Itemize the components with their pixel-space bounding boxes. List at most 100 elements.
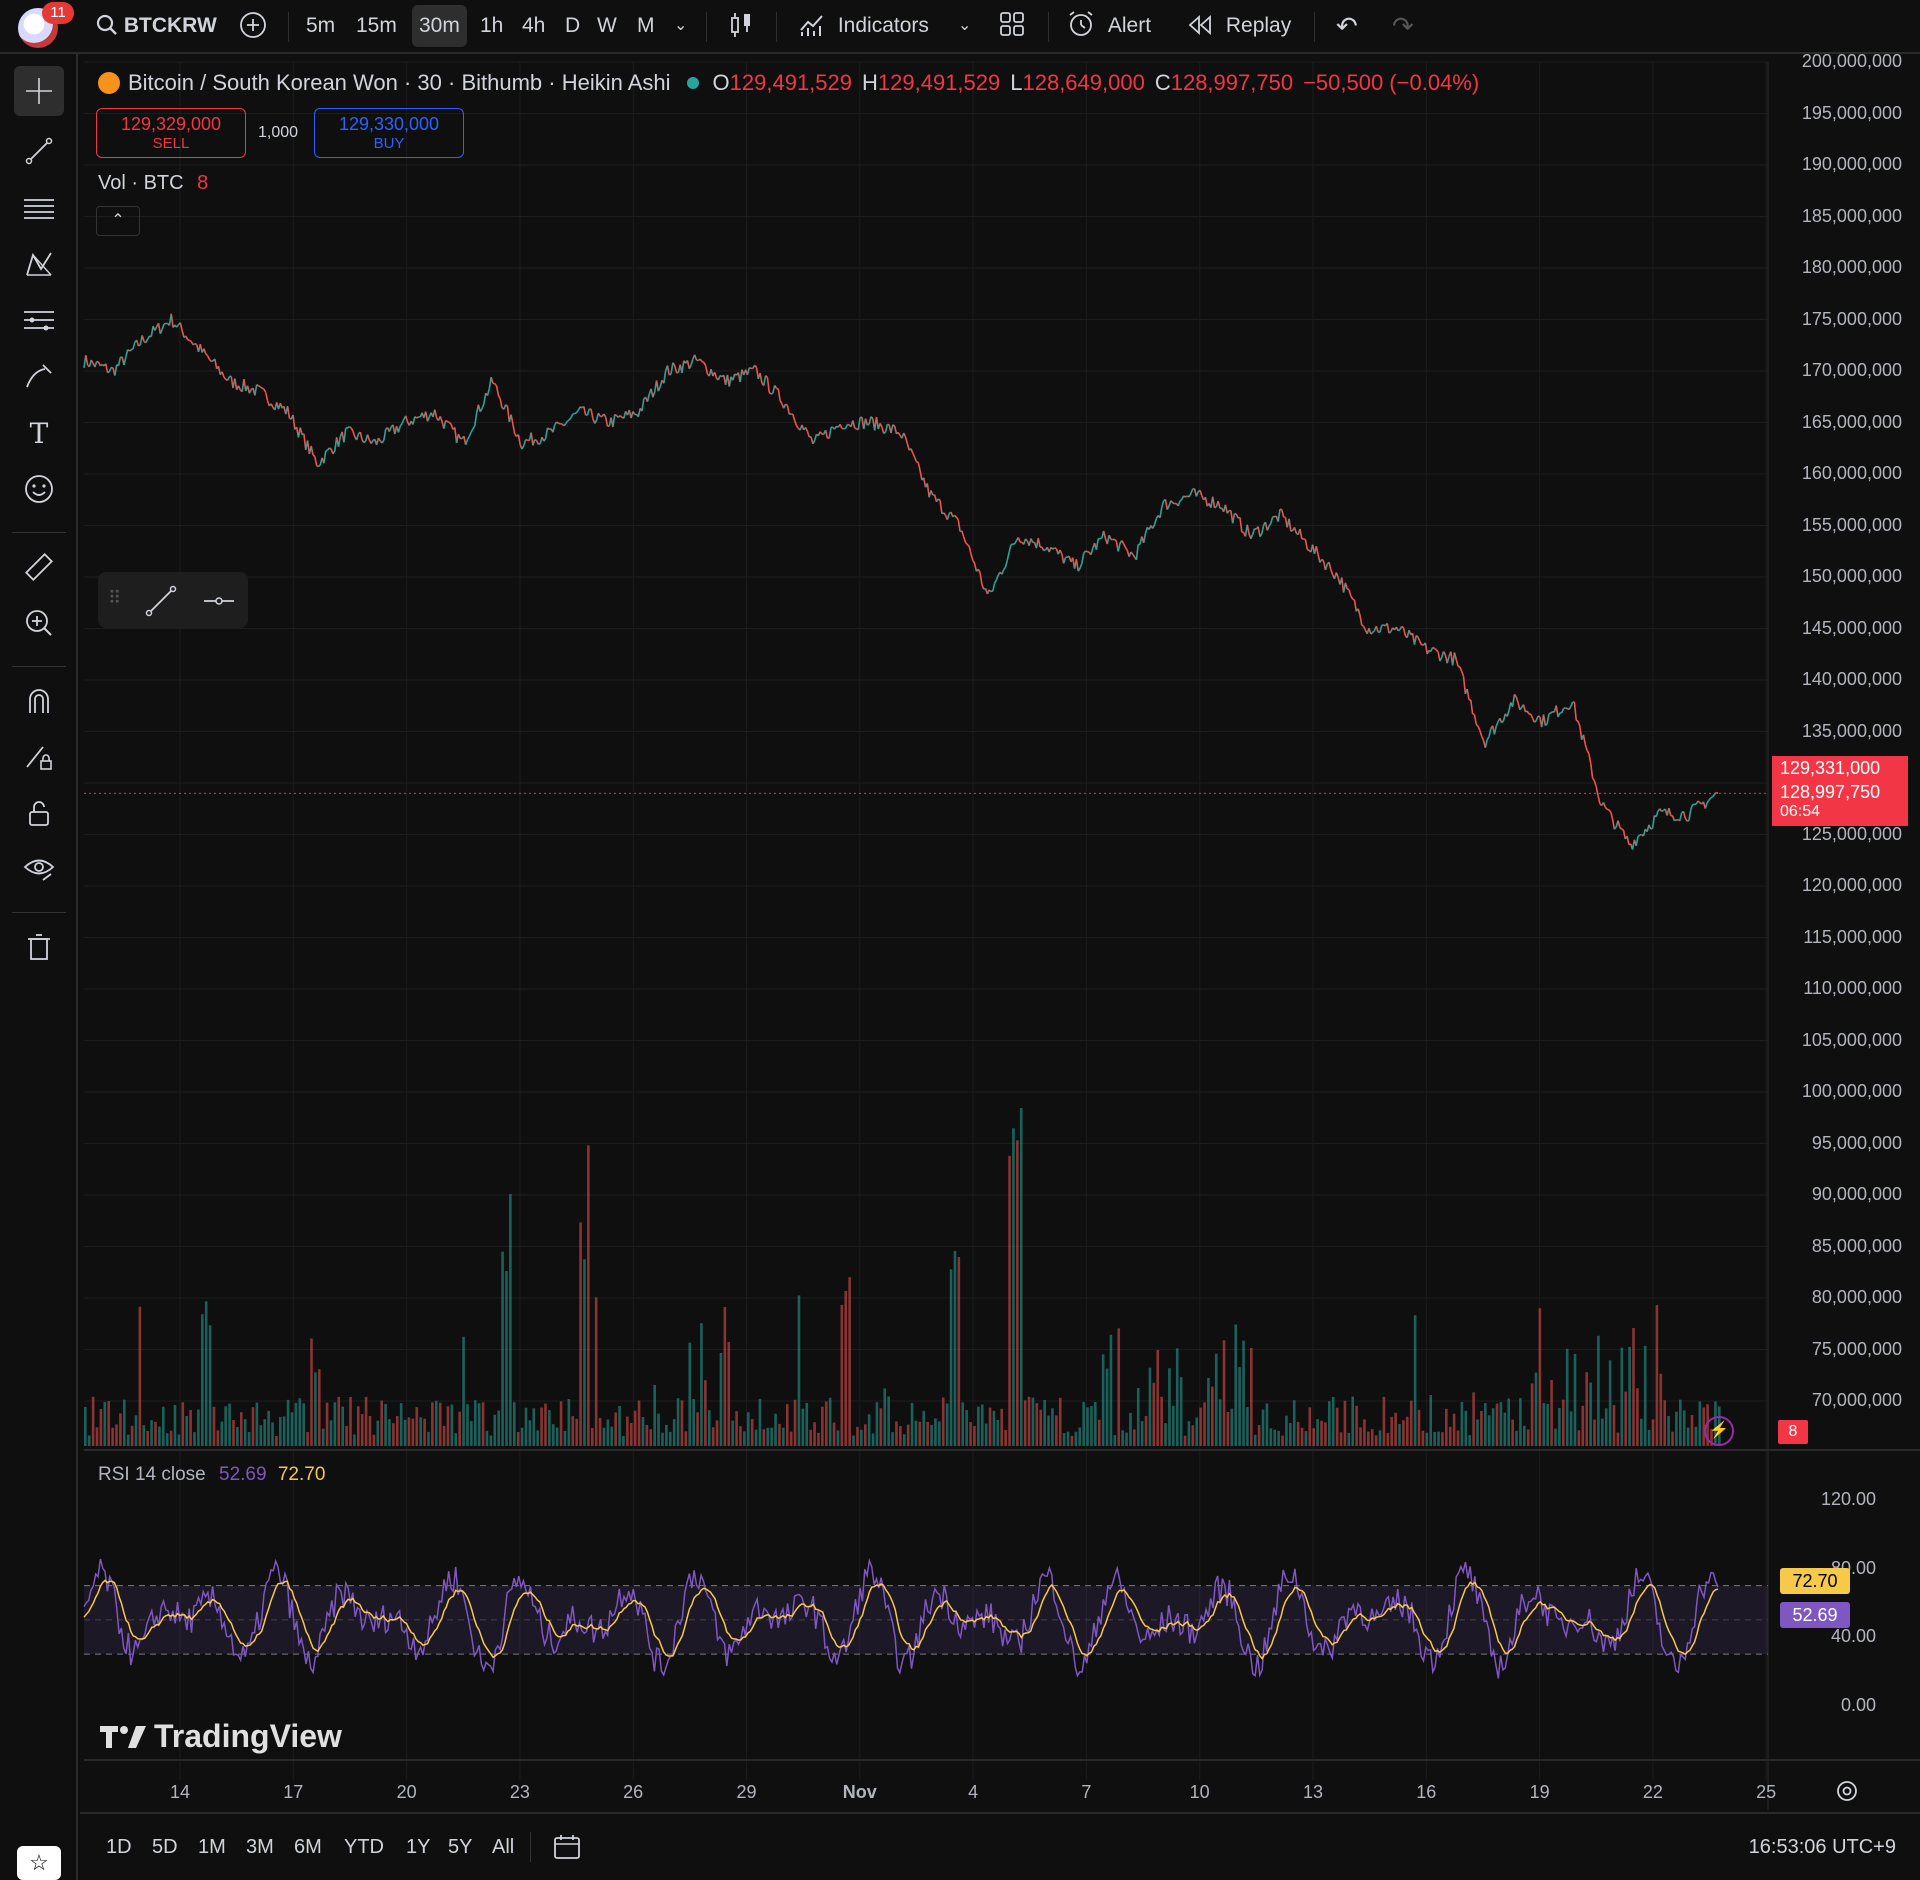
indicators-button[interactable]: Indicators (798, 0, 929, 52)
price-candle (583, 406, 587, 416)
volume-legend[interactable]: Vol · BTC 8 (98, 172, 208, 195)
horizontal-lines-icon[interactable] (14, 184, 64, 234)
volume-bar (821, 1406, 824, 1446)
legend-title[interactable]: Bitcoin / South Korean Won · 30 · Bithum… (128, 70, 671, 95)
time-tick-label: 14 (169, 1782, 191, 1802)
volume-bar (1300, 1427, 1304, 1446)
range-1d[interactable]: 1D (106, 1836, 132, 1858)
pattern-icon[interactable] (14, 240, 64, 290)
range-5d[interactable]: 5D (152, 1836, 178, 1858)
timeframe-5m[interactable]: 5m (306, 14, 336, 37)
favorites-star-icon[interactable]: ☆ (17, 1846, 61, 1880)
timeframe-m[interactable]: M (637, 14, 655, 37)
price-candle (828, 427, 832, 439)
layouts-grid-icon[interactable] (998, 0, 1026, 52)
symbol-search[interactable]: BTCKRW (96, 0, 217, 52)
range-1m[interactable]: 1M (198, 1836, 226, 1858)
price-candle (383, 428, 387, 441)
volume-bar (551, 1424, 555, 1446)
market-open-dot (686, 77, 699, 89)
volume-bar (852, 1435, 855, 1446)
volume-bar (239, 1412, 243, 1446)
price-candle (1352, 598, 1355, 601)
price-candle (1517, 702, 1521, 711)
emoji-icon[interactable] (14, 464, 64, 514)
chevron-down-icon[interactable]: ⌄ (674, 17, 688, 34)
line-tool-icon[interactable] (144, 584, 178, 623)
alert-button[interactable]: Alert (1066, 0, 1151, 52)
volume-bar (836, 1430, 840, 1446)
price-candle (1001, 569, 1005, 575)
drag-handle-icon[interactable]: ⠿ (108, 588, 122, 608)
price-candle (1075, 559, 1080, 572)
price-candle (952, 514, 956, 518)
volume-bar (984, 1423, 988, 1446)
price-candle (1699, 802, 1703, 805)
eye-icon[interactable] (14, 844, 64, 894)
timeframe-15m[interactable]: 15m (356, 14, 397, 37)
calendar-goto-icon[interactable] (552, 1832, 582, 1867)
price-candle (1686, 819, 1690, 822)
horizontal-ray-icon[interactable] (202, 584, 236, 623)
volume-bar (150, 1420, 153, 1446)
timeframe-4h[interactable]: 4h (522, 14, 546, 37)
price-candle (481, 403, 485, 409)
ask-price-tag: 129,331,000 (1772, 756, 1908, 781)
replay-button[interactable]: Replay (1186, 0, 1291, 52)
trend-line-icon[interactable] (14, 126, 64, 176)
price-candle (554, 421, 558, 426)
buy-button[interactable]: 129,330,000 BUY (314, 108, 464, 158)
candles-icon[interactable] (728, 0, 754, 52)
lock-icon[interactable] (14, 788, 64, 838)
settings-gear-icon[interactable] (1834, 1778, 1860, 1809)
volume-bar (1175, 1348, 1179, 1446)
compare-add-icon[interactable] (238, 0, 268, 52)
collapse-legend-button[interactable]: ⌃ (96, 206, 140, 236)
timeframe-w[interactable]: W (597, 14, 617, 37)
range-6m[interactable]: 6M (294, 1836, 322, 1858)
ruler-icon[interactable] (14, 542, 64, 592)
price-candle (256, 383, 259, 387)
lock-pencil-icon[interactable] (14, 732, 64, 782)
price-candle (657, 386, 661, 392)
rsi-legend[interactable]: RSI 14 close 52.69 72.70 (98, 1464, 325, 1486)
lightning-icon[interactable]: ⚡ (1704, 1416, 1734, 1446)
range-3m[interactable]: 3M (246, 1836, 274, 1858)
undo-icon[interactable]: ↶ (1336, 11, 1358, 41)
volume-bar (626, 1416, 629, 1446)
price-candle (1266, 525, 1270, 531)
volume-bar (84, 1406, 87, 1446)
volume-bar (1612, 1405, 1616, 1446)
price-candle (337, 436, 342, 447)
volume-bar (1105, 1368, 1109, 1446)
volume-bar (290, 1412, 294, 1446)
magnet-icon[interactable] (14, 676, 64, 726)
text-icon[interactable]: T (29, 416, 49, 450)
trash-icon[interactable] (14, 922, 64, 972)
price-candle (99, 363, 103, 367)
price-candle (1484, 739, 1488, 748)
rsi-tick-label: 40.00 (1830, 1626, 1876, 1646)
brush-icon[interactable] (14, 352, 64, 402)
volume-bar (961, 1402, 965, 1446)
timeframe-30m[interactable]: 30m (412, 5, 467, 47)
range-1y[interactable]: 1Y (406, 1836, 431, 1858)
zoom-in-icon[interactable] (14, 598, 64, 648)
redo-icon[interactable]: ↷ (1392, 11, 1414, 41)
range-ytd[interactable]: YTD (344, 1836, 384, 1858)
price-candle (194, 343, 197, 346)
timeframe-d[interactable]: D (565, 14, 581, 37)
range-all[interactable]: All (492, 1836, 515, 1858)
chevron-down-icon[interactable]: ⌄ (958, 17, 972, 34)
volume-bar (485, 1430, 489, 1446)
volume-bar (259, 1425, 263, 1446)
price-candle (303, 433, 307, 451)
timeframe-1h[interactable]: 1h (480, 14, 504, 37)
price-candle (314, 456, 318, 466)
price-candle (534, 438, 537, 442)
crosshair-icon[interactable] (14, 66, 64, 116)
forecast-icon[interactable] (14, 296, 64, 346)
range-5y[interactable]: 5Y (448, 1836, 473, 1858)
sell-button[interactable]: 129,329,000 SELL (96, 108, 246, 158)
